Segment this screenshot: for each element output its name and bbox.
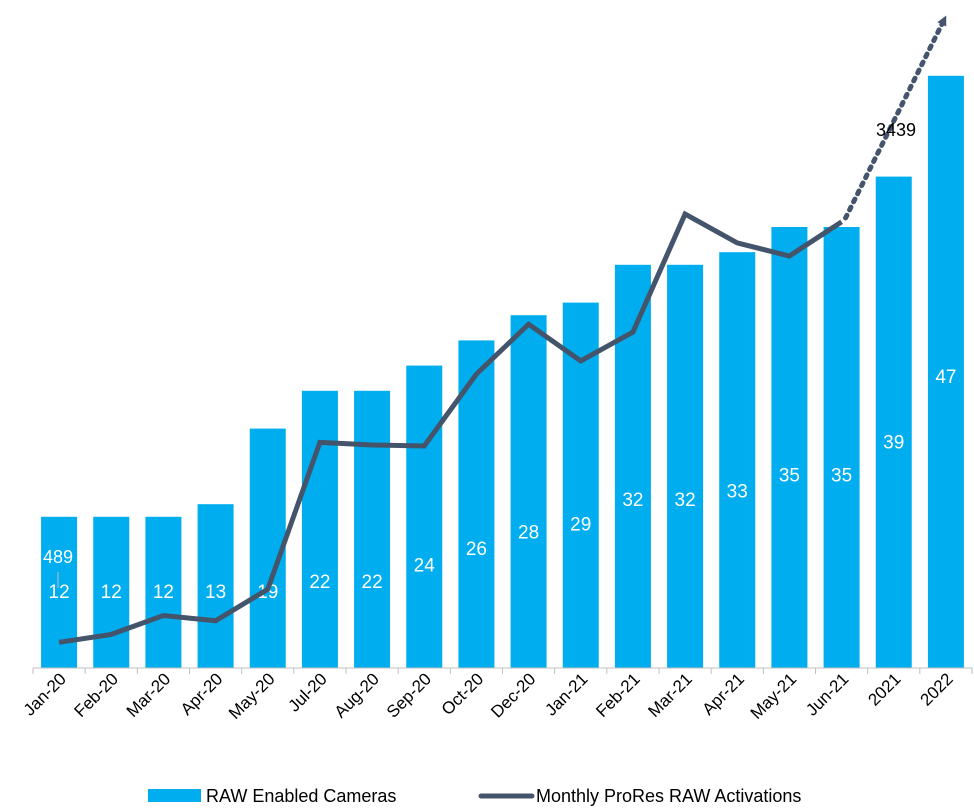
x-tick-label-Jan-21: Jan-21 [541, 669, 591, 719]
legend-label-bars: RAW Enabled Cameras [206, 786, 396, 806]
bar-Jun-21 [823, 227, 860, 668]
bar-label-2022: 47 [935, 367, 956, 388]
legend-label-line: Monthly ProRes RAW Activations [536, 786, 801, 806]
x-tick-label-Apr-21: Apr-21 [699, 669, 749, 719]
bar-Aug-20 [354, 390, 391, 668]
x-tick-label-Jul-20: Jul-20 [285, 669, 331, 715]
bar-May-21 [771, 227, 808, 668]
x-tick-label-Jan-20: Jan-20 [20, 669, 70, 719]
bars-layer [41, 75, 964, 669]
bar-Sep-20 [406, 365, 443, 668]
bar-label-2021: 39 [883, 433, 904, 454]
annotations-layer: 489 3439 [43, 120, 916, 588]
bar-label-Mar-20: 12 [153, 582, 174, 603]
bar-label-Sep-20: 24 [414, 555, 436, 576]
annotation-last-point: 3439 [876, 120, 916, 140]
x-tick-label-Aug-20: Aug-20 [331, 669, 383, 721]
projection-arrow [843, 15, 947, 221]
bar-label-Jun-21: 35 [831, 465, 852, 486]
x-tick-label-Dec-20: Dec-20 [487, 669, 539, 721]
x-tick-label-May-21: May-21 [747, 669, 801, 723]
x-tick-label-Apr-20: Apr-20 [177, 669, 227, 719]
bar-2022 [927, 75, 964, 669]
x-tick-label-Mar-20: Mar-20 [123, 669, 175, 721]
x-tick-label-Jun-21: Jun-21 [802, 669, 852, 719]
x-tick-label-Feb-21: Feb-21 [592, 669, 644, 721]
bar-Apr-21 [719, 252, 756, 668]
bar-label-Jan-20: 12 [49, 582, 70, 603]
line-series-activations [58, 210, 843, 645]
bar-Apr-20 [197, 504, 234, 668]
x-tick-label-Mar-21: Mar-21 [644, 669, 696, 721]
bar-Dec-20 [510, 315, 547, 668]
bar-label-Aug-20: 22 [362, 572, 383, 593]
bar-Mar-20 [145, 516, 182, 668]
bar-label-Jul-20: 22 [309, 572, 330, 593]
bar-label-Apr-20: 13 [205, 582, 226, 603]
bar-label-Mar-21: 32 [675, 490, 696, 511]
bar-Feb-21 [614, 264, 651, 668]
bar-label-Apr-21: 33 [727, 482, 748, 503]
legend: RAW Enabled Cameras Monthly ProRes RAW A… [148, 786, 801, 806]
line-layer [58, 15, 947, 645]
bar-Feb-20 [93, 516, 130, 668]
legend-swatch-bars [148, 789, 201, 802]
bar-label-Oct-20: 26 [466, 539, 487, 560]
x-tick-label-May-20: May-20 [225, 669, 279, 723]
x-tick-label-2022: 2022 [917, 669, 957, 709]
bar-Jan-21 [562, 302, 599, 668]
x-tick-label-2021: 2021 [864, 669, 904, 709]
annotation-first-point: 489 [43, 547, 73, 567]
bar-labels-layer: 12 12 12 13 19 22 22 24 26 28 29 32 32 33 35 35 39 47 [49, 367, 957, 603]
bar-Jul-20 [301, 390, 338, 668]
bar-label-May-20: 19 [257, 582, 278, 603]
bar-Mar-21 [667, 264, 704, 668]
bar-label-May-21: 35 [779, 465, 800, 486]
bar-2021 [875, 176, 912, 668]
bar-label-Jan-21: 29 [570, 514, 591, 535]
x-tick-label-Feb-20: Feb-20 [71, 669, 123, 721]
bar-label-Feb-20: 12 [101, 582, 122, 603]
bar-Oct-20 [458, 340, 495, 668]
bar-label-Feb-21: 32 [622, 490, 643, 511]
x-tick-label-Sep-20: Sep-20 [383, 669, 435, 721]
bar-label-Dec-20: 28 [518, 523, 539, 544]
x-tick-label-Oct-20: Oct-20 [438, 669, 488, 719]
